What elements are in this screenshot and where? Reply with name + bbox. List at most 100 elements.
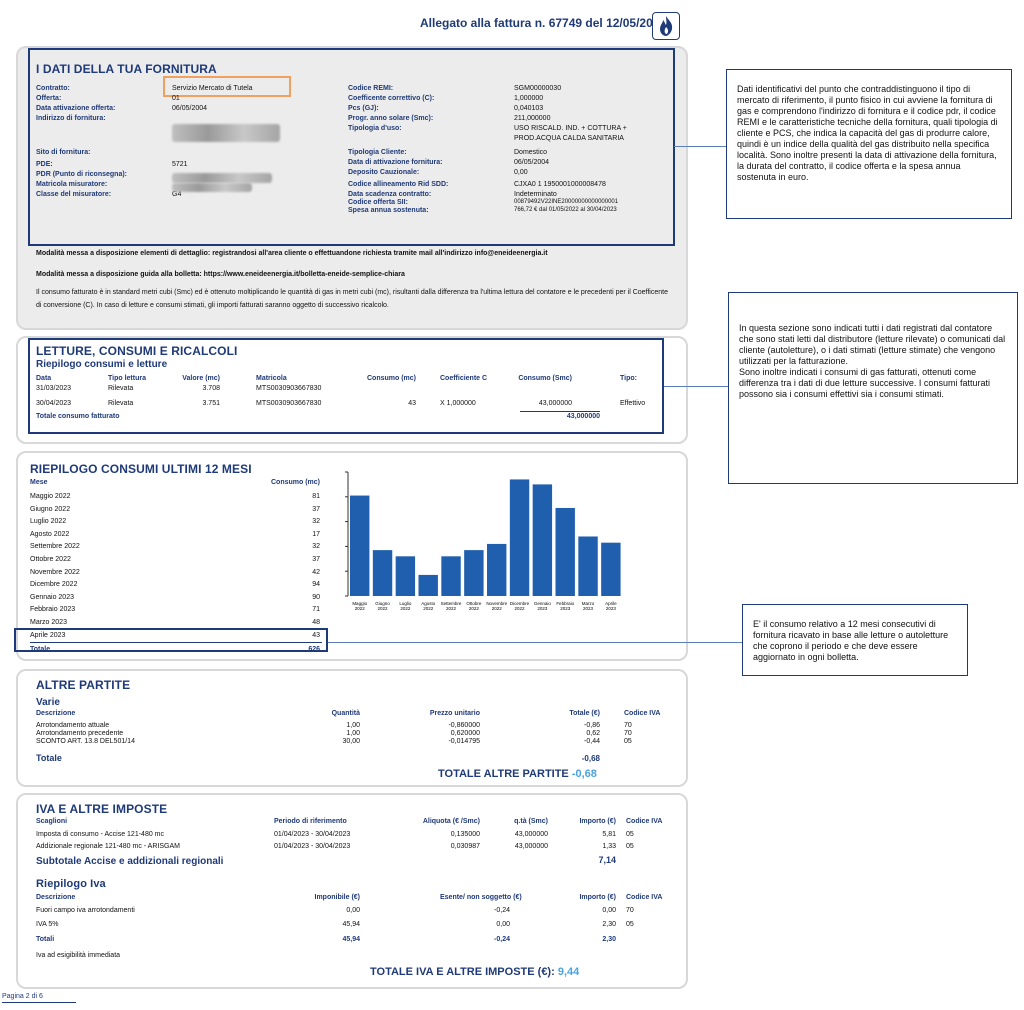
- x-tick-label: Settembre 2022: [441, 601, 462, 611]
- altre-cell: -0,44: [584, 738, 600, 745]
- iva-cell: 0,030987: [450, 843, 480, 850]
- iva-cell: 01/04/2023 - 30/04/2023: [274, 831, 351, 838]
- note1-connector: [674, 146, 726, 147]
- dati-para3: Il consumo fatturato è in standard metri…: [36, 289, 668, 309]
- altre-title: ALTRE PARTITE: [36, 678, 131, 692]
- month-value: 94: [312, 581, 320, 589]
- footer-rule: [2, 1002, 76, 1003]
- riep-cell: 0,00: [602, 907, 616, 914]
- bar-10: [578, 536, 598, 596]
- dati-right-value: PROD.ACQUA CALDA SANITARIA: [514, 135, 624, 142]
- note-letture-a: In questa sezione sono indicati tutti i …: [739, 323, 1006, 366]
- dati-fornitura-section: [16, 46, 688, 330]
- month-value: 90: [312, 593, 320, 601]
- iva-header: Scaglioni: [36, 818, 68, 825]
- riep-cell: IVA 5%: [36, 921, 59, 928]
- riep-cell: 0,00: [496, 921, 510, 928]
- altre-cell: 1,00: [346, 722, 360, 729]
- riep-cell: 45,94: [342, 921, 360, 928]
- letture-cell: 43: [408, 400, 416, 407]
- month-label: Maggio 2022: [30, 493, 71, 500]
- aprile-highlight: [14, 628, 328, 652]
- iva-cell: 01/04/2023 - 30/04/2023: [274, 843, 351, 850]
- altre-cell: -0,860000: [448, 722, 480, 729]
- x-tick-label: Ottobre 2022: [466, 601, 482, 611]
- altre-header: Codice IVA: [624, 710, 661, 717]
- dati-right-value: 211,000000: [514, 115, 551, 122]
- altre-cell: Arrotondamento precedente: [36, 730, 124, 737]
- bar-0: [350, 495, 370, 596]
- dati-right-label: Codice allineamento Rid SDD:: [348, 181, 449, 188]
- riepilogo-total-value: 626: [308, 646, 320, 653]
- month-label: Novembre 2022: [30, 568, 80, 576]
- altre-cell: SCONTO ART. 13.8 DEL501/14: [36, 738, 135, 745]
- page-header: Allegato alla fattura n. 67749 del 12/05…: [420, 16, 667, 30]
- month-label: Febbraio 2023: [30, 606, 76, 614]
- x-tick-label: Maggio 2022: [352, 601, 367, 611]
- riep-cell: 0,00: [346, 907, 360, 914]
- iva-note: Iva ad esigibilità immediata: [36, 952, 121, 959]
- iva-cell: 5,81: [602, 831, 616, 838]
- note-letture: In questa sezione sono indicati tutti i …: [728, 292, 1018, 484]
- x-tick-label: Agosto 2022: [421, 601, 436, 611]
- dati-right-label: Coefficente correttivo (C):: [348, 95, 435, 102]
- dati-left-label: Indirizzo di fornitura:: [36, 115, 106, 122]
- iva-subtotal-value: 7,14: [598, 855, 616, 865]
- month-value: 42: [312, 568, 320, 576]
- x-tick-label: Dicembre 2022: [510, 601, 530, 611]
- month-label: Settembre 2022: [30, 543, 80, 551]
- letture-header: Data: [36, 375, 52, 382]
- iva-cell: 43,000000: [514, 843, 548, 850]
- iva-grand-total: TOTALE IVA E ALTRE IMPOSTE (€): 9,44: [370, 966, 579, 978]
- altre-header: Prezzo unitario: [429, 710, 480, 717]
- altre-cell: 0,62: [586, 730, 600, 737]
- dati-left-label: Sito di fornitura:: [36, 149, 91, 156]
- altre-header: Totale (€): [569, 710, 600, 717]
- month-value: 37: [312, 556, 320, 563]
- col-mese: Mese: [30, 479, 48, 486]
- dati-right-label: Spesa annua sostenuta:: [348, 207, 429, 214]
- iva-cell: 05: [626, 843, 634, 850]
- iva-cell: Imposta di consumo - Accise 121-480 mc: [36, 831, 165, 838]
- x-tick-label: Marzo 2023: [582, 601, 595, 611]
- bar-3: [418, 574, 438, 596]
- altre-cell: Arrotondamento attuale: [36, 722, 110, 729]
- dati-para1: Modalità messa a disposizione elementi d…: [36, 250, 548, 257]
- altre-cell: 30,00: [342, 738, 360, 745]
- month-label: Marzo 2023: [30, 619, 67, 626]
- dati-right-value: 00879492V22INE20000000000000001: [514, 199, 619, 205]
- month-value: 43: [312, 631, 320, 639]
- month-label: Luglio 2022: [30, 518, 67, 526]
- consumi-chart: Maggio 2022 Giugno 2022 Luglio 2022 Agosto 2022…: [345, 471, 621, 611]
- altre-totale-label: Totale: [36, 753, 62, 763]
- dati-right-value: 766,72 € dal 01/05/2022 al 30/04/2023: [514, 207, 617, 213]
- dati-left-value: 06/05/2004: [172, 105, 208, 112]
- riep-header: Imponibile (€): [314, 894, 361, 901]
- riep-cell: 70: [626, 907, 634, 914]
- dati-left-label: Data attivazione offerta:: [36, 105, 116, 112]
- iva-cell: 0,135000: [450, 831, 480, 838]
- iva-header: Periodo di riferimento: [274, 818, 347, 825]
- iva-subtotal-label: Subtotale Accise e addizionali regionali: [36, 856, 224, 867]
- iva-section: [16, 793, 688, 989]
- riep-header: Esente/ non soggetto (€): [440, 894, 522, 901]
- altre-cell: -0,014795: [448, 738, 480, 745]
- dati-right-value: Domestico: [514, 149, 548, 156]
- letture-section: [16, 336, 688, 444]
- dati-left-value: 5721: [172, 161, 188, 168]
- note-letture-b: Sono inoltre indicati i consumi di gas f…: [739, 367, 990, 399]
- dati-right-value: USO RISCALD. IND. + COTTURA +: [514, 125, 627, 132]
- altre-cell: 0,620000: [450, 730, 480, 737]
- month-label: Ottobre 2022: [30, 556, 71, 563]
- letture-cell: MTS0030903667830: [256, 400, 322, 407]
- dati-left-label: Classe del misuratore:: [36, 191, 112, 198]
- redacted-matricola: [172, 183, 252, 192]
- month-divider: [30, 642, 322, 643]
- altre-totale-value: -0,68: [581, 754, 600, 763]
- dati-left-value: 01: [172, 95, 180, 102]
- dati-left-label: PDR (Punto di riconsegna):: [36, 171, 127, 178]
- month-value: 48: [312, 619, 320, 626]
- dati-right-label: Codice offerta SII:: [348, 199, 408, 206]
- bar-4: [441, 556, 461, 596]
- letture-cell: Rilevata: [108, 400, 134, 407]
